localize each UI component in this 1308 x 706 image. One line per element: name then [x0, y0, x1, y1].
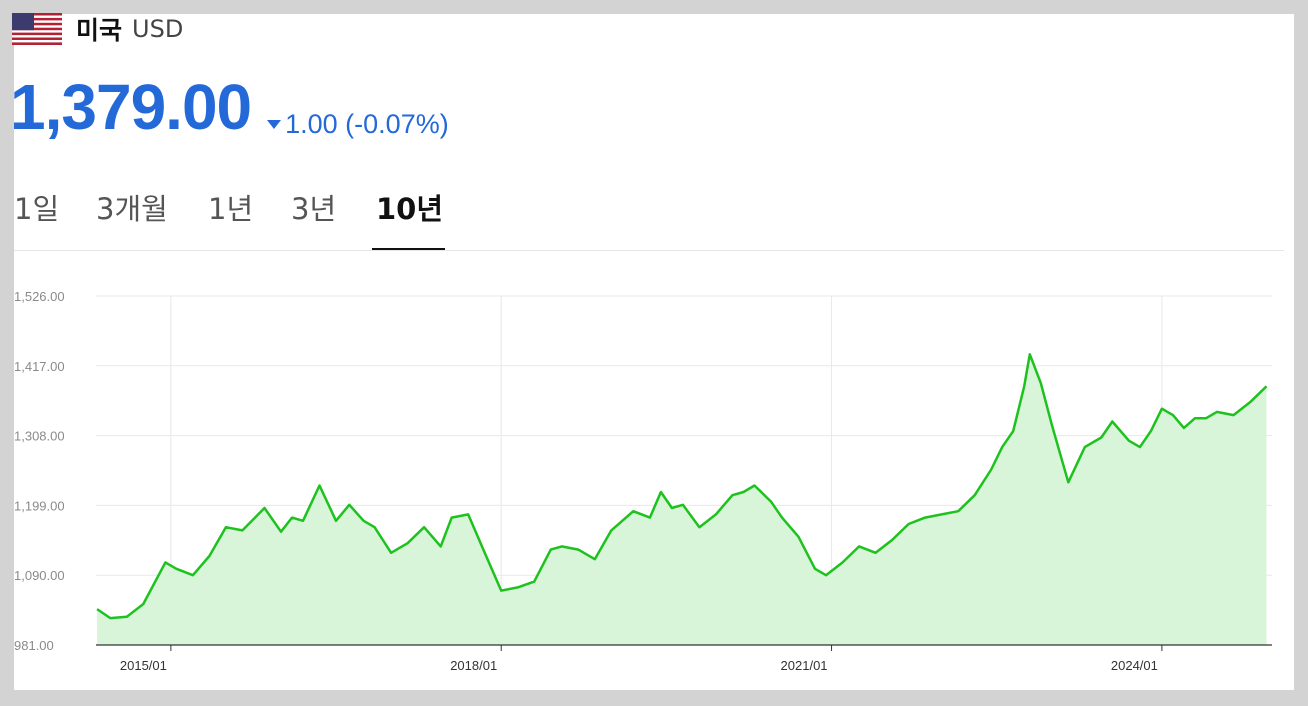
- x-tick-label: 2015/01: [120, 658, 167, 673]
- active-tab-indicator: [372, 248, 445, 250]
- x-tick-label: 2024/01: [1111, 658, 1158, 673]
- current-price: 1,379.00: [10, 71, 252, 143]
- exchange-rate-chart: 1,526.00 1,417.00 1,308.00 1,199.00 1,090.00…: [14, 289, 1272, 673]
- y-tick-label: 1,308.00: [14, 429, 65, 444]
- chart-series-line: [96, 353, 1268, 620]
- currency-header: 미국 USD: [12, 13, 184, 45]
- y-tick-label: 1,526.00: [14, 289, 65, 304]
- x-tick-label: 2018/01: [450, 658, 497, 673]
- down-arrow-icon: [267, 120, 282, 129]
- x-tick-label: 2021/01: [781, 658, 828, 673]
- tab-1-day[interactable]: 1일: [14, 192, 60, 226]
- tab-10-years[interactable]: 10년: [376, 192, 444, 226]
- price-change-value: 1.00 (-0.07%): [285, 109, 449, 139]
- y-tick-label: 1,090.00: [14, 568, 65, 583]
- quote-row: 1,379.00 1.00 (-0.07%): [10, 70, 449, 144]
- country-name: 미국: [76, 16, 123, 45]
- price-change: 1.00 (-0.07%): [267, 109, 449, 140]
- y-tick-label: 1,417.00: [14, 359, 65, 374]
- chart-area-fill: [97, 354, 1267, 645]
- tab-3-months[interactable]: 3개월: [96, 192, 168, 226]
- tab-3-years[interactable]: 3년: [291, 192, 337, 226]
- exchange-rate-card: 미국 USD 1,379.00 1.00 (-0.07%) 1일 3개월 1년 …: [10, 13, 1294, 690]
- currency-code: USD: [132, 15, 184, 43]
- tab-1-year[interactable]: 1년: [208, 192, 254, 226]
- y-tick-label: 1,199.00: [14, 498, 65, 513]
- y-tick-label: 981.00: [14, 638, 54, 653]
- us-flag-icon: [12, 13, 62, 45]
- period-tabs: 1일 3개월 1년 3년 10년: [14, 180, 1284, 251]
